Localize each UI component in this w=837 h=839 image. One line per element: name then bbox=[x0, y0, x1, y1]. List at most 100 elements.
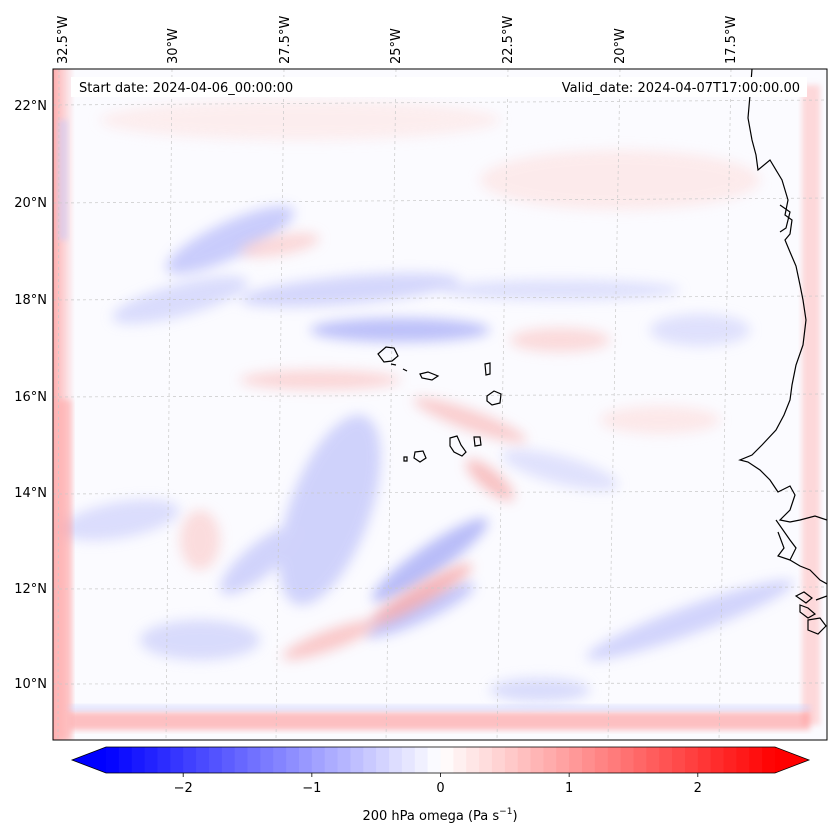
island-sao-nicolau bbox=[419, 371, 440, 381]
bijagos-1 bbox=[799, 604, 817, 619]
lat-label: 22°N bbox=[14, 99, 47, 114]
colorbar-cell bbox=[491, 747, 506, 773]
lon-label: 20°W bbox=[613, 28, 628, 64]
island-santa-luzia bbox=[402, 368, 408, 372]
colorbar-cell bbox=[543, 747, 557, 773]
lat-label: 18°N bbox=[14, 293, 47, 308]
colorbar-extend-max bbox=[775, 747, 809, 773]
colorbar-cell bbox=[440, 747, 454, 773]
colorbar-cell bbox=[504, 747, 519, 773]
colorbar-cell bbox=[401, 747, 416, 773]
colorbar-cell bbox=[106, 747, 120, 773]
start-date-label: Start date: 2024-04-06_00:00:00 bbox=[79, 81, 293, 96]
colorbar-cell bbox=[260, 747, 274, 773]
colorbar-cell bbox=[736, 747, 750, 773]
bijagos-4 bbox=[815, 595, 827, 601]
colorbar-cell bbox=[337, 747, 352, 773]
valid-date-label: Valid_date: 2024-04-07T17:00:00.00 bbox=[562, 81, 800, 96]
island-boa-vista bbox=[486, 390, 502, 406]
coastlines bbox=[377, 69, 827, 635]
colorbar-cell bbox=[659, 747, 673, 773]
lat-label: 10°N bbox=[14, 677, 47, 692]
colorbar-cell bbox=[414, 747, 429, 773]
colorbar-cells bbox=[106, 747, 776, 773]
colorbar-label-suffix: ) bbox=[512, 809, 517, 824]
colorbar-cell bbox=[234, 747, 249, 773]
map-panel: Start date: 2024-04-06_00:00:00 Valid_da… bbox=[52, 68, 828, 741]
colorbar-cell bbox=[427, 747, 442, 773]
colorbar-label-prefix: 200 hPa omega (Pa s bbox=[362, 809, 499, 824]
colorbar-cell bbox=[684, 747, 699, 773]
colorbar-cell bbox=[311, 747, 326, 773]
colorbar-tick-label: −2 bbox=[174, 781, 193, 796]
colorbar-tick-label: 2 bbox=[694, 781, 702, 796]
colorbar-tick-label: −1 bbox=[302, 781, 321, 796]
colorbar-cell bbox=[273, 747, 287, 773]
colorbar: −2 −1 0 1 2 200 hPa omega (Pa s−1) bbox=[70, 746, 811, 824]
lat-label: 14°N bbox=[14, 486, 47, 501]
colorbar-cell bbox=[517, 747, 532, 773]
colorbar-cell bbox=[620, 747, 635, 773]
colorbar-cell bbox=[569, 747, 583, 773]
info-strip bbox=[71, 77, 807, 97]
lat-label: 20°N bbox=[14, 196, 47, 211]
omega-field bbox=[53, 69, 827, 740]
colorbar-cell bbox=[350, 747, 364, 773]
colorbar-cell bbox=[749, 747, 763, 773]
colorbar-cell bbox=[208, 747, 223, 773]
colorbar-cell bbox=[556, 747, 570, 773]
colorbar-cell bbox=[607, 747, 622, 773]
colorbar-cell bbox=[710, 747, 725, 773]
colorbar-cell bbox=[170, 747, 184, 773]
island-santiago bbox=[449, 435, 467, 457]
colorbar-cell bbox=[633, 747, 647, 773]
bijagos-2 bbox=[807, 617, 827, 635]
colorbar-cell bbox=[762, 747, 776, 773]
colorbar-cell bbox=[453, 747, 467, 773]
colorbar-cell bbox=[183, 747, 197, 773]
lon-label: 30°W bbox=[166, 28, 181, 64]
colorbar-cell bbox=[196, 747, 210, 773]
colorbar-cell bbox=[131, 747, 146, 773]
colorbar-cell bbox=[530, 747, 545, 773]
latitude-labels: 22°N 20°N 18°N 16°N 14°N 12°N 10°N bbox=[14, 99, 47, 692]
colorbar-outline bbox=[70, 746, 811, 774]
lon-label: 32.5°W bbox=[56, 16, 71, 64]
colorbar-cell bbox=[646, 747, 660, 773]
colorbar-cell bbox=[479, 747, 493, 773]
colorbar-cell bbox=[247, 747, 261, 773]
colorbar-cell bbox=[324, 747, 339, 773]
colorbar-cell bbox=[363, 747, 377, 773]
lat-label: 16°N bbox=[14, 390, 47, 405]
colorbar-cell bbox=[221, 747, 236, 773]
guinea-bissau-coast bbox=[775, 519, 827, 585]
colorbar-cell bbox=[298, 747, 313, 773]
colorbar-extend-min bbox=[72, 747, 106, 773]
island-santo-antao bbox=[377, 346, 399, 363]
colorbar-cell bbox=[157, 747, 171, 773]
african-coastline bbox=[738, 69, 827, 523]
island-sao-vicente bbox=[390, 363, 397, 366]
colorbar-cell bbox=[723, 747, 738, 773]
island-fogo bbox=[413, 450, 427, 463]
colorbar-cell bbox=[144, 747, 159, 773]
colorbar-tick-label: 1 bbox=[565, 781, 573, 796]
colorbar-cell bbox=[286, 747, 300, 773]
colorbar-tick-label: 0 bbox=[436, 781, 444, 796]
colorbar-label-exponent: −1 bbox=[499, 807, 512, 817]
colorbar-cell bbox=[118, 747, 133, 773]
bijagos-3 bbox=[794, 591, 813, 604]
island-sal bbox=[484, 362, 491, 376]
lon-label: 17.5°W bbox=[724, 16, 739, 64]
lon-label: 25°W bbox=[389, 28, 404, 64]
colorbar-ticks: −2 −1 0 1 2 bbox=[174, 773, 702, 796]
colorbar-label: 200 hPa omega (Pa s−1) bbox=[362, 807, 517, 824]
longitude-labels: 32.5°W 30°W 27.5°W 25°W 22.5°W 20°W 17.5… bbox=[56, 16, 739, 64]
map-border bbox=[52, 68, 828, 741]
colorbar-cell bbox=[594, 747, 609, 773]
coast-inlet bbox=[779, 204, 791, 233]
lon-label: 22.5°W bbox=[501, 16, 516, 64]
island-maio bbox=[473, 436, 482, 447]
gambia-coast bbox=[777, 531, 791, 561]
